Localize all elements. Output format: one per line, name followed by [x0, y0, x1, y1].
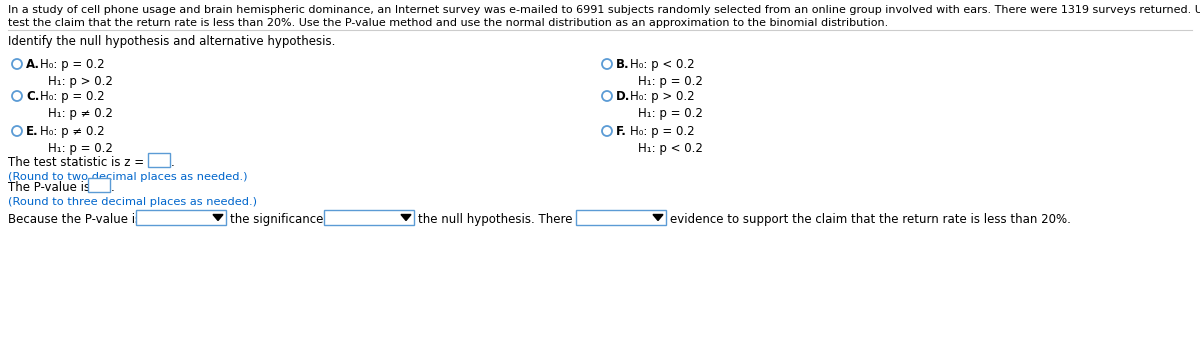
Text: H₀: p < 0.2: H₀: p < 0.2: [630, 58, 695, 71]
Text: In a study of cell phone usage and brain hemispheric dominance, an Internet surv: In a study of cell phone usage and brain…: [8, 5, 1200, 15]
Polygon shape: [214, 215, 223, 221]
Text: H₀: p = 0.2: H₀: p = 0.2: [40, 58, 104, 71]
Text: A.: A.: [26, 58, 40, 71]
Text: the significance level,: the significance level,: [230, 213, 359, 226]
Text: H₁: p ≠ 0.2: H₁: p ≠ 0.2: [48, 107, 113, 120]
Text: (Round to three decimal places as needed.): (Round to three decimal places as needed…: [8, 197, 257, 207]
Text: The P-value is: The P-value is: [8, 181, 94, 194]
FancyBboxPatch shape: [324, 210, 414, 225]
Text: .: .: [112, 181, 115, 194]
Text: F.: F.: [616, 125, 626, 138]
Text: the null hypothesis. There is: the null hypothesis. There is: [418, 213, 586, 226]
Text: test the claim that the return rate is less than 20%. Use the P-value method and: test the claim that the return rate is l…: [8, 18, 888, 28]
Polygon shape: [401, 215, 410, 221]
Text: E.: E.: [26, 125, 38, 138]
Text: D.: D.: [616, 90, 630, 103]
Text: H₀: p ≠ 0.2: H₀: p ≠ 0.2: [40, 125, 104, 138]
Text: B.: B.: [616, 58, 630, 71]
Text: evidence to support the claim that the return rate is less than 20%.: evidence to support the claim that the r…: [670, 213, 1070, 226]
Text: H₁: p = 0.2: H₁: p = 0.2: [638, 107, 703, 120]
Text: H₀: p = 0.2: H₀: p = 0.2: [40, 90, 104, 103]
FancyBboxPatch shape: [136, 210, 226, 225]
Text: H₁: p < 0.2: H₁: p < 0.2: [638, 142, 703, 155]
Text: H₁: p = 0.2: H₁: p = 0.2: [638, 75, 703, 88]
Text: The test statistic is z =: The test statistic is z =: [8, 156, 148, 169]
Text: .: .: [172, 156, 175, 169]
Text: H₁: p > 0.2: H₁: p > 0.2: [48, 75, 113, 88]
Text: H₀: p = 0.2: H₀: p = 0.2: [630, 125, 695, 138]
Text: Because the P-value is: Because the P-value is: [8, 213, 142, 226]
Polygon shape: [653, 215, 662, 221]
Text: Identify the null hypothesis and alternative hypothesis.: Identify the null hypothesis and alterna…: [8, 35, 335, 48]
Text: H₀: p > 0.2: H₀: p > 0.2: [630, 90, 695, 103]
Text: C.: C.: [26, 90, 40, 103]
Text: (Round to two decimal places as needed.): (Round to two decimal places as needed.): [8, 172, 247, 182]
FancyBboxPatch shape: [148, 153, 170, 167]
FancyBboxPatch shape: [576, 210, 666, 225]
Text: H₁: p = 0.2: H₁: p = 0.2: [48, 142, 113, 155]
FancyBboxPatch shape: [88, 178, 110, 192]
